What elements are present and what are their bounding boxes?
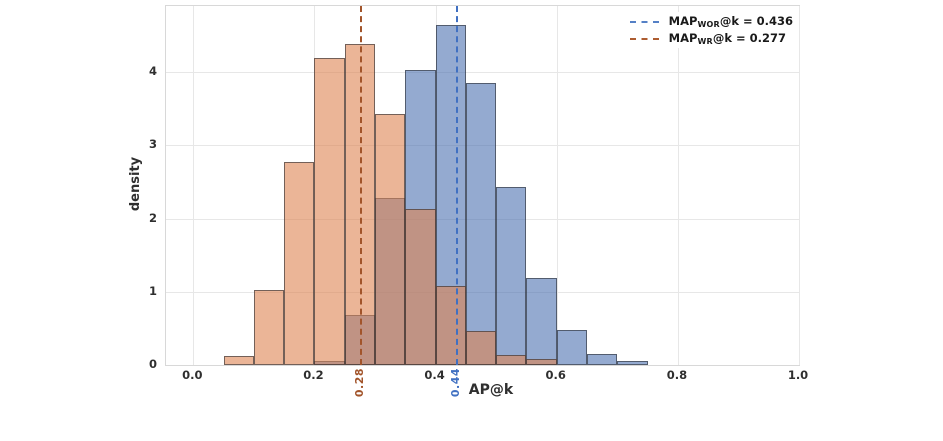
bar-wor-0.45	[465, 83, 497, 365]
bar-wr-0.40	[435, 286, 466, 365]
x-gridline	[556, 6, 558, 365]
bar-wr-0.55	[526, 359, 557, 365]
blue-dashed-line-sample	[629, 20, 659, 23]
bar-wr-0.30	[375, 114, 406, 365]
y-tick-label: 1	[148, 283, 157, 298]
bar-wor-0.65	[587, 354, 618, 365]
x-tick-label: 0.0	[182, 368, 203, 382]
x-tick-label: 0.6	[545, 368, 566, 382]
y-tick-label: 3	[148, 137, 157, 152]
orange-dashed-line-sample	[629, 37, 659, 40]
vline-tick-label: 0.44	[449, 368, 463, 398]
y-axis-label: density	[128, 156, 143, 212]
x-tick-label: 0.8	[666, 368, 688, 382]
bar-wr-0.05	[223, 356, 254, 365]
plot-area: MAPWOR@k = 0.436 MAPWR@k = 0.277	[165, 5, 800, 366]
y-tick-label: 0	[148, 357, 157, 371]
bar-wr-0.45	[465, 331, 497, 365]
bar-wr-0.15	[284, 162, 315, 365]
legend-entry-wr: MAPWR@k = 0.277	[629, 31, 793, 46]
legend: MAPWOR@k = 0.436 MAPWR@k = 0.277	[623, 12, 797, 48]
mean-vline	[456, 6, 459, 365]
bar-wor-0.50	[496, 187, 527, 365]
y-tick-label: 4	[148, 64, 157, 79]
y-gridline	[166, 72, 799, 74]
legend-label-wor: MAPWOR@k = 0.436	[668, 14, 793, 29]
vline-tick-label: 0.28	[353, 368, 366, 398]
bar-wr-0.50	[496, 354, 527, 365]
x-tick-label: 0.2	[303, 368, 324, 382]
bar-wor-0.60	[556, 329, 587, 365]
x-axis-label: AP@k	[468, 382, 514, 398]
mean-vline	[360, 6, 362, 365]
x-gridline	[799, 6, 800, 365]
bar-wr-0.25	[344, 43, 375, 365]
x-gridline	[677, 6, 679, 365]
bar-wr-0.10	[253, 289, 285, 365]
bar-wor-0.55	[526, 277, 557, 365]
bar-wor-0.70	[617, 361, 648, 365]
y-tick-label: 2	[148, 210, 157, 225]
legend-label-wr: MAPWR@k = 0.277	[668, 31, 786, 46]
bar-wr-0.35	[405, 209, 436, 365]
x-tick-label: 1.0	[787, 368, 809, 382]
bar-wr-0.20	[314, 57, 345, 365]
legend-entry-wor: MAPWOR@k = 0.436	[629, 14, 793, 29]
x-gridline	[193, 6, 195, 365]
x-tick-label: 0.4	[424, 368, 445, 382]
